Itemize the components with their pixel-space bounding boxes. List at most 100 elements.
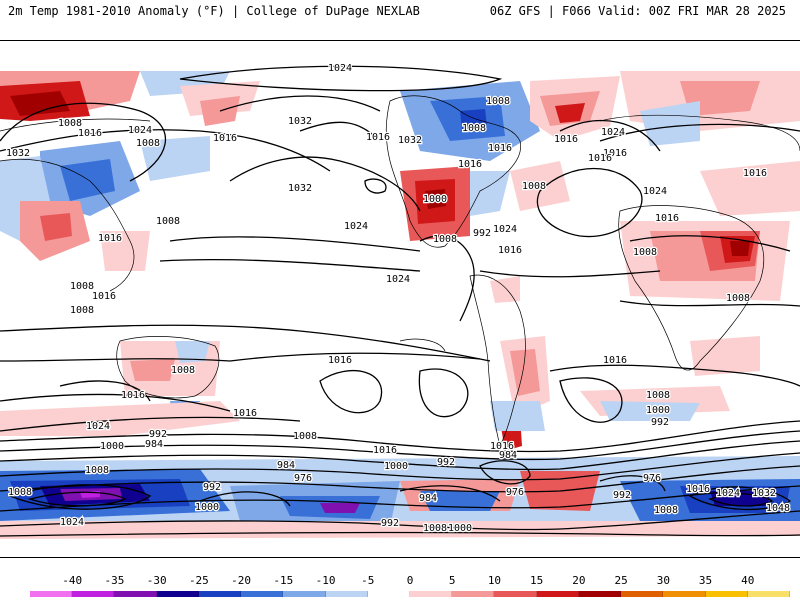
- isobar-label: 1032: [288, 183, 312, 194]
- legend-color-swatch: [30, 591, 73, 597]
- isobar-label: 992: [473, 228, 491, 239]
- isobar-label: 992: [203, 482, 221, 493]
- isobar-label: 1024: [601, 127, 625, 138]
- legend-color-swatch: [663, 591, 706, 597]
- legend-tick-label: -40: [62, 574, 83, 587]
- isobar-label: 1008: [423, 523, 447, 534]
- isobar-label: 1048: [766, 503, 790, 514]
- isobar-label: 1032: [398, 135, 422, 146]
- isobar-label: 1016: [458, 159, 482, 170]
- legend-tick-label: 5: [448, 574, 456, 587]
- isobar-label: 1008: [70, 281, 94, 292]
- isobar-label: 1016: [490, 441, 514, 452]
- legend-color-swatch: [578, 591, 622, 597]
- legend-color-swatch: [410, 591, 453, 597]
- isobar-label: 1016: [92, 291, 116, 302]
- map-title: 2m Temp 1981-2010 Anomaly (°F) | College…: [8, 4, 420, 18]
- legend-color-swatch: [114, 591, 157, 597]
- isobar-label: 1016: [78, 128, 102, 139]
- legend-tick-label: -15: [273, 574, 294, 587]
- legend-tick-label: -10: [315, 574, 336, 587]
- isobar-label: 1008: [486, 96, 510, 107]
- model-valid-time: 06Z GFS | F066 Valid: 00Z FRI MAR 28 202…: [489, 4, 786, 18]
- isobar-label: 1008: [70, 305, 94, 316]
- legend-color-swatch: [494, 591, 537, 597]
- legend-tick-label: -35: [104, 574, 125, 587]
- isobar-label: 1024: [643, 186, 667, 197]
- isobar-label: 1008: [726, 293, 750, 304]
- isobar-label: 992: [613, 490, 631, 501]
- legend-color-swatch: [747, 591, 790, 597]
- legend-tick-label: 40: [741, 574, 755, 587]
- isobar-label: 1024: [128, 125, 152, 136]
- isobar-label: 1032: [288, 116, 312, 127]
- isobar-label: 984: [277, 460, 295, 471]
- isobar-label: 992: [149, 429, 167, 440]
- isobar-label: 1008: [156, 216, 180, 227]
- legend-color-swatch: [72, 591, 115, 597]
- isobar-label: 1008: [633, 247, 657, 258]
- isobar-label: 984: [419, 493, 437, 504]
- isobar-label: 1000: [646, 405, 670, 416]
- isobar-label: 1016: [213, 133, 237, 144]
- isobar-label: 1016: [686, 484, 710, 495]
- isobar-label: 1024: [60, 517, 84, 528]
- isobar-label: 1024: [716, 488, 740, 499]
- legend-tick-label: 30: [656, 574, 670, 587]
- isobar-label: 1008: [433, 234, 457, 245]
- isobar-label: 1016: [373, 445, 397, 456]
- isobar-label: 1008: [136, 138, 160, 149]
- legend-color-swatch: [705, 591, 748, 597]
- coastline-outlines: [0, 95, 800, 448]
- isobar-label: 1008: [171, 365, 195, 376]
- legend-tick-label: -20: [231, 574, 252, 587]
- legend-color-swatch: [241, 591, 284, 597]
- isobar-label: 976: [506, 487, 524, 498]
- isobar-label: 1008: [462, 123, 486, 134]
- isobar-label: 1016: [743, 168, 767, 179]
- isobar-label: 1016: [366, 132, 390, 143]
- legend-color-swatch: [536, 591, 579, 597]
- isobar-label: 1016: [98, 233, 122, 244]
- isobar-label: 992: [437, 457, 455, 468]
- isobar-label: 1016: [588, 153, 612, 164]
- legend-color-swatch: [156, 591, 199, 597]
- isobar-label: 1016: [498, 245, 522, 256]
- isobar-label: 1024: [386, 274, 410, 285]
- isobar-label: 1024: [86, 421, 110, 432]
- legend-tick-label: -30: [146, 574, 167, 587]
- legend-color-swatch: [452, 591, 495, 597]
- legend-tick-label: 20: [572, 574, 586, 587]
- legend-color-swatch: [367, 591, 410, 597]
- isobar-label: 1024: [344, 221, 368, 232]
- isobar-label: 1008: [646, 390, 670, 401]
- isobar-label: 1032: [752, 488, 776, 499]
- legend-color-swatch: [198, 591, 242, 597]
- legend-tick-label: 15: [530, 574, 544, 587]
- legend-tick-label: 25: [614, 574, 628, 587]
- legend-tick-label: 35: [698, 574, 713, 587]
- isobar-contours: [0, 65, 800, 537]
- legend-tick-label: 0: [406, 574, 414, 587]
- isobar-label: 1032: [6, 148, 30, 159]
- legend-tick-label: 10: [487, 574, 502, 587]
- legend-tick-label: -5: [361, 574, 375, 587]
- anomaly-map: 1024 1008 1016 1032 1024 1032 1016 1008 1016 1008…: [0, 40, 800, 558]
- isobar-label: 1000: [100, 441, 124, 452]
- color-scale-legend: [30, 591, 790, 597]
- isobar-label: 1024: [493, 224, 517, 235]
- isobar-label: 984: [499, 450, 517, 461]
- isobar-label: 984: [145, 439, 163, 450]
- isobar-label: 1000: [423, 194, 447, 205]
- isobar-label: 1008: [58, 118, 82, 129]
- isobar-label: 1008: [654, 505, 678, 516]
- legend-color-swatch: [621, 591, 664, 597]
- isobar-label: 1008: [85, 465, 109, 476]
- isobar-label: 1016: [554, 134, 578, 145]
- isobar-label: 1016: [328, 355, 352, 366]
- isobar-label: 1016: [488, 143, 512, 154]
- isobar-label: 1000: [448, 523, 472, 534]
- isobar-label: 1008: [8, 487, 32, 498]
- isobar-label: 1008: [293, 431, 317, 442]
- isobar-label: 1016: [233, 408, 257, 419]
